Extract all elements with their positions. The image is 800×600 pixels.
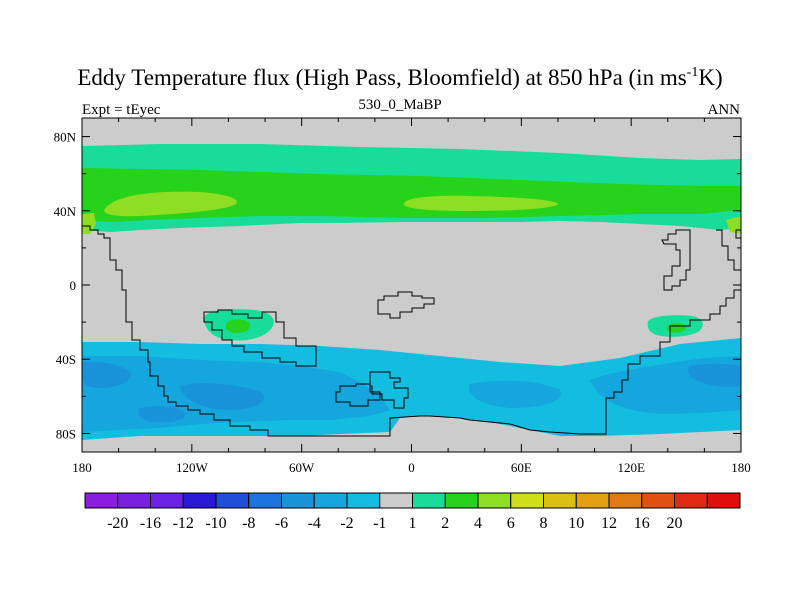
title-superscript: -1 [686,65,699,80]
colorbar-box [281,492,315,509]
colorbar-box [346,492,381,509]
colorbar-box [215,492,250,509]
coastline-east-pacific-isle [716,229,741,271]
colorbar-box [543,492,577,509]
y-tick-label: 40S [56,352,76,367]
colorbar-label: -2 [340,515,353,532]
colorbar-label: -8 [242,515,255,532]
field-south-band-minus4d [138,406,186,423]
field-south-pacific-core [225,319,251,334]
map-field [82,118,741,452]
run-label: 530_0_MaBP [358,97,442,113]
colorbar-label: 12 [601,515,617,532]
experiment-label: Expt = tEyec [82,102,161,118]
colorbar-label: -1 [373,515,386,532]
field-south-band-minus4b [180,383,265,410]
colorbar-label: 10 [568,515,584,532]
x-tick-label: 180 [731,460,751,475]
coastline-layer [82,225,741,437]
colorbar-box [117,492,151,509]
y-tick-label: 0 [70,278,77,293]
colorbar-label: -20 [107,515,128,532]
coastline-dateline-isle [735,229,741,239]
colorbar-label: 2 [441,515,449,532]
colorbar-box [608,492,643,509]
colorbar-box [575,492,610,509]
colorbar-box [379,492,413,509]
field-north-band-6b [404,195,558,211]
colorbar-box [150,492,184,509]
coastline-asia-east [661,229,691,291]
coastline-americas [82,225,741,437]
field-south-band-minus2b [468,380,561,408]
colorbar-label: -10 [205,515,226,532]
field-north-band-4 [82,168,741,222]
x-tick-label: 60W [289,460,315,475]
colorbar-box [510,492,544,509]
field-south-band-minus4a [82,361,131,388]
colorbar-box [84,492,119,509]
colorbar-label: 6 [507,515,515,532]
colorbar-box [248,492,282,509]
y-tick-label: 40N [54,204,77,219]
y-tick-label: 80N [54,130,77,145]
colorbar-label: 8 [540,515,548,532]
y-axis: 80N 40N 0 40S 80S [54,130,741,441]
x-tick-label: 180 [72,460,92,475]
field-north-band-6a [104,191,237,217]
colorbar-box [706,492,741,509]
colorbar: -20 -16 -12 -10 -8 -6 -4 -2 -1 1 2 4 6 8 10 12 16 20 [84,492,741,532]
coastline-africa [377,291,435,319]
colorbar-box [477,492,512,509]
field-south-band-minus4c [688,363,741,387]
coastline-antarctic-2 [369,371,409,409]
colorbar-label: -4 [308,515,321,532]
colorbar-box [674,492,708,509]
colorbar-label: 20 [667,515,683,532]
colorbar-box [313,492,348,509]
x-tick-label: 120E [617,460,645,475]
x-tick-label: 60E [511,460,532,475]
colorbar-label: -16 [140,515,161,532]
field-north-band-6c [82,213,96,234]
colorbar-box [444,492,479,509]
colorbar-label: -12 [173,515,194,532]
coastline-antarctic-1 [335,383,381,407]
chart-title: Eddy Temperature flux (High Pass, Bloomf… [77,65,723,90]
y-tick-label: 80S [56,426,76,441]
colorbar-box [182,492,217,509]
x-tick-label: 0 [408,460,415,475]
coastline-south-america [203,309,317,367]
colorbar-label: 16 [634,515,650,532]
colorbar-label: 4 [474,515,482,532]
colorbar-box [412,492,446,509]
colorbar-box [641,492,675,509]
x-axis: 180 120W 60W 0 60E 120E 180 [72,118,751,475]
x-tick-label: 120W [176,460,209,475]
colorbar-label: 1 [409,515,417,532]
season-label: ANN [707,102,741,118]
colorbar-label: -6 [275,515,288,532]
